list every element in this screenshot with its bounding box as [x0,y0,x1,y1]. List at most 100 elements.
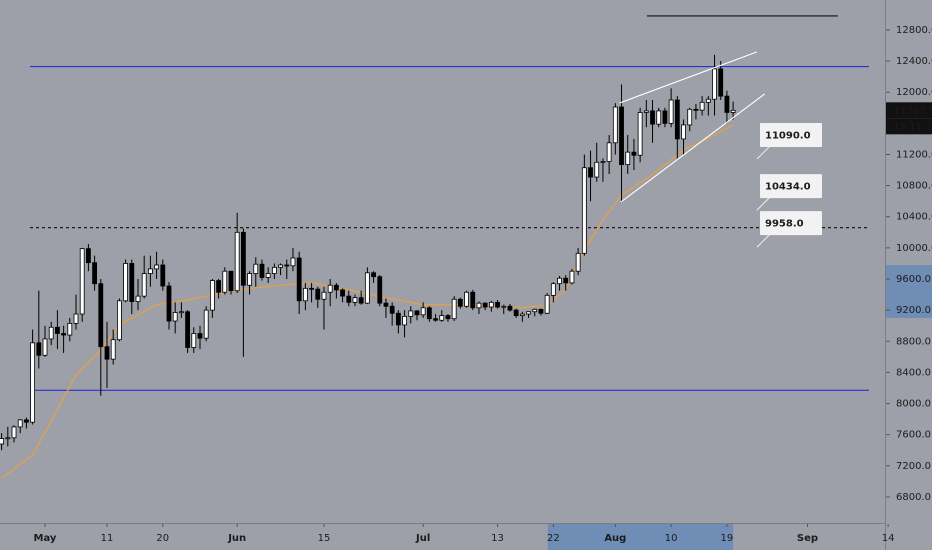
candle-body [538,308,544,314]
candle-body [259,263,265,278]
candle-body [656,110,662,125]
y-tick-label: 12800.0 [896,25,932,36]
x-tick-label: 20 [156,533,169,544]
candle-body [197,333,203,339]
candle-body [619,106,624,166]
candle-body [116,300,122,341]
candle-body [532,308,538,313]
candle-body [147,268,153,274]
candle-body [61,333,67,336]
candle-body [718,68,724,97]
candle-body [519,313,525,316]
candle-body [203,309,209,339]
candle-body [228,270,234,292]
y-highlight [886,265,932,318]
candle-body [476,302,482,309]
x-tick-label: May [34,533,57,544]
candle-body [693,108,699,111]
candle-body [98,283,104,348]
candle-body [482,302,488,308]
annotation-box [760,123,822,148]
candle-body [327,284,333,293]
candle-body [278,264,283,268]
candle-body [284,264,290,267]
candle-body [699,101,705,111]
y-tick-label: 12000.0 [896,87,932,98]
candle-body [0,438,5,445]
candle-body [674,99,680,140]
candle-body [24,419,29,423]
y-tick-label: 7600.0 [896,430,931,441]
y-tick-label: 8800.0 [896,336,931,347]
candle-body [191,333,197,348]
candle-body [358,297,364,304]
candle-body [526,311,531,315]
candle-body [315,288,321,300]
candle-body [544,294,550,314]
x-tick-label: Aug [604,533,626,544]
x-tick-label: 15 [318,533,331,544]
x-highlight [547,524,734,550]
candle-body [650,110,655,125]
candle-body [681,124,686,140]
candle-body [86,248,91,264]
candle-body [160,264,166,287]
candle-body [5,437,11,440]
annotation-pointer [756,196,771,211]
candle-body [408,310,414,317]
candle-body [55,326,60,334]
candle-body [625,151,631,166]
candle-body [712,68,717,100]
y-tick-label: 11200.0 [896,149,932,160]
y-tick-label: 8400.0 [896,367,931,378]
candle-body [48,326,54,340]
y-tick-label: 9600.0 [896,274,931,285]
candle-body [513,309,519,316]
candle-body [705,98,711,103]
candle-body [414,310,420,316]
candle-body [271,266,277,274]
x-tick-label: 10 [665,533,678,544]
annotation-box [760,174,822,199]
y-tick-label: 10800.0 [896,181,932,192]
candle-body [668,99,674,124]
candle-body [687,108,693,126]
y-tick-label: 10400.0 [896,212,932,223]
candle-body [724,95,730,113]
y-tick-label: 9200.0 [896,305,931,316]
candle-body [340,289,345,297]
candle-body [141,273,147,297]
timer-tag [886,118,932,135]
candle-body [507,305,513,311]
candle-body [637,112,643,156]
candle-body [395,312,401,326]
candle-body [92,262,98,285]
candle-body [104,346,110,360]
candle-body [265,273,271,278]
x-tick-label: 14 [882,533,895,544]
candle-body [371,272,376,278]
candle-body [612,106,618,144]
candle-body [550,283,556,296]
last-price-label: 11767.5 [894,105,932,116]
y-tick-label: 6800.0 [896,492,931,503]
y-tick-label: 7200.0 [896,461,931,472]
candle-body [389,305,395,314]
annotation-box [760,211,822,236]
candle-body [166,285,172,322]
annotation-pointer [756,233,771,248]
candle-body [383,302,389,307]
x-tick-label: Jun [227,533,246,544]
candle-body [247,273,252,286]
candle-body [581,167,587,254]
x-tick-label: 22 [547,533,560,544]
candle-body [346,295,352,303]
x-tick-label: 19 [721,533,734,544]
candle-body [129,263,135,302]
candle-body [662,110,668,124]
candle-body [296,257,302,302]
y-tick-label: 12400.0 [896,56,932,67]
candle-body [42,338,48,356]
candle-body [234,231,240,292]
